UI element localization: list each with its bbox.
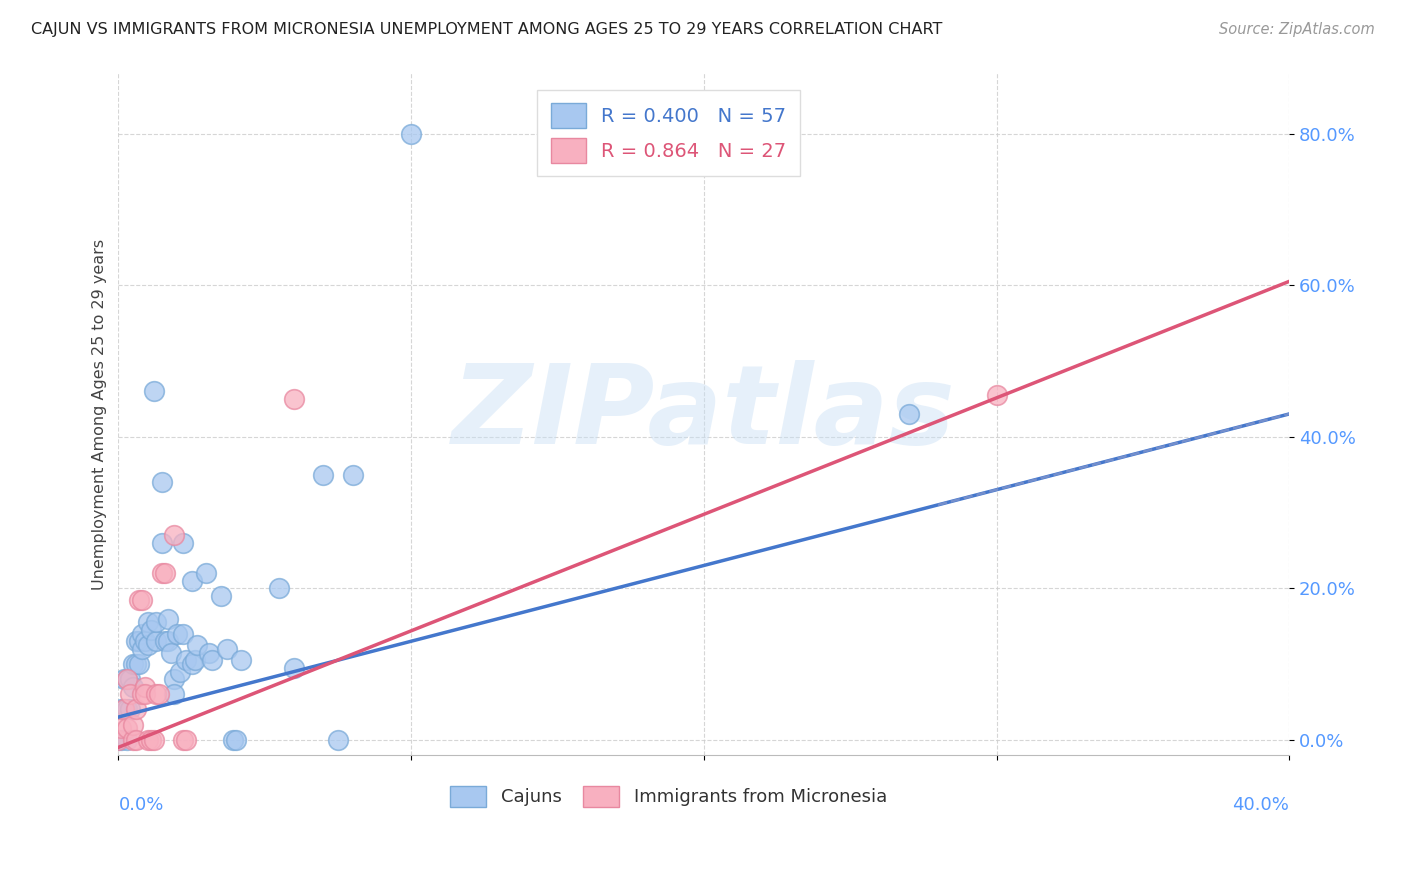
Point [163,672,186,686]
Point [139,732,162,747]
Text: 40.0%: 40.0% [1233,796,1289,814]
Point [134,634,156,648]
Point [110,732,132,747]
Point [112,702,135,716]
Point [399,127,422,141]
Point [115,722,138,736]
Text: 0.0%: 0.0% [118,796,165,814]
Point [128,657,150,671]
Point [342,467,364,482]
Point [180,657,202,671]
Point [110,722,132,736]
Point [142,732,165,747]
Point [225,732,247,747]
Point [172,732,194,747]
Point [155,634,177,648]
Point [125,657,148,671]
Point [166,626,188,640]
Point [120,702,142,716]
Point [160,646,183,660]
Point [115,702,138,716]
Point [209,589,232,603]
Point [134,687,156,701]
Point [163,687,186,701]
Point [157,634,180,648]
Point [283,661,305,675]
Point [150,475,173,490]
Point [128,592,150,607]
Point [231,653,253,667]
Point [139,623,162,637]
Point [145,634,167,648]
Point [136,732,159,747]
Point [112,702,135,716]
Point [125,634,148,648]
Point [120,672,142,686]
Point [142,384,165,399]
Point [326,732,349,747]
Point [283,392,305,406]
Point [174,732,197,747]
Point [131,687,153,701]
Point [215,641,238,656]
Text: Source: ZipAtlas.com: Source: ZipAtlas.com [1219,22,1375,37]
Point [986,388,1008,402]
Point [163,528,186,542]
Point [122,732,145,747]
Point [172,535,194,549]
Point [110,702,132,716]
Point [136,615,159,630]
Text: ZIPatlas: ZIPatlas [451,360,956,467]
Point [122,657,145,671]
Point [115,672,138,686]
Point [125,732,148,747]
Point [125,702,148,716]
Point [150,535,173,549]
Point [180,574,202,588]
Point [131,626,153,640]
Point [195,566,218,580]
Y-axis label: Unemployment Among Ages 25 to 29 years: Unemployment Among Ages 25 to 29 years [93,238,107,590]
Point [115,732,138,747]
Point [198,646,221,660]
Point [183,653,205,667]
Point [112,672,135,686]
Point [186,638,208,652]
Point [131,592,153,607]
Legend: Cajuns, Immigrants from Micronesia: Cajuns, Immigrants from Micronesia [443,779,894,814]
Point [136,638,159,652]
Point [169,665,191,679]
Point [221,732,243,747]
Point [201,653,224,667]
Point [269,581,291,595]
Text: CAJUN VS IMMIGRANTS FROM MICRONESIA UNEMPLOYMENT AMONG AGES 25 TO 29 YEARS CORRE: CAJUN VS IMMIGRANTS FROM MICRONESIA UNEM… [31,22,942,37]
Point [120,687,142,701]
Point [122,680,145,694]
Point [172,626,194,640]
Point [145,687,167,701]
Point [107,732,129,747]
Point [312,467,335,482]
Point [150,566,173,580]
Point [148,687,170,701]
Point [157,611,180,625]
Point [107,732,129,747]
Point [131,641,153,656]
Point [128,634,150,648]
Point [134,680,156,694]
Point [115,672,138,686]
Point [155,566,177,580]
Point [122,717,145,731]
Point [897,407,920,421]
Point [145,615,167,630]
Point [174,653,197,667]
